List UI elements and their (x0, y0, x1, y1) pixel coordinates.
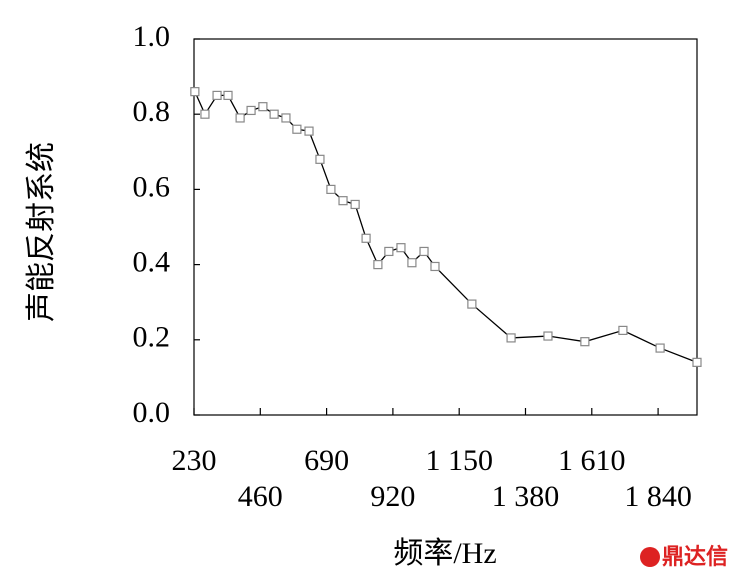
point-marker (281, 113, 291, 123)
x-tick-label: 1 610 (558, 444, 626, 477)
point-marker (384, 246, 394, 257)
series-line (194, 91, 698, 363)
point-marker (655, 343, 665, 353)
y-tick-label: 0.0 (133, 396, 171, 429)
point-marker (580, 337, 590, 347)
watermark-icon (640, 547, 660, 567)
y-tick-label: 0.2 (133, 321, 171, 354)
y-axis-title: 声能反射系统 (25, 142, 58, 322)
x-tick-label: 920 (370, 480, 415, 513)
point-marker (361, 233, 371, 243)
point-marker (246, 105, 256, 116)
point-marker (350, 199, 360, 210)
point-marker (419, 246, 429, 257)
point-marker (467, 299, 477, 309)
x-tick-label: 230 (172, 444, 217, 477)
y-tick-label: 0.4 (133, 245, 171, 278)
point-marker (430, 261, 440, 272)
point-marker (190, 87, 200, 97)
point-marker (407, 258, 417, 268)
point-marker (269, 109, 279, 119)
point-marker (315, 154, 325, 164)
point-marker (506, 333, 516, 343)
x-axis-title: 频率/Hz (393, 537, 496, 570)
point-marker (326, 184, 336, 194)
point-marker (338, 196, 348, 206)
y-tick-label: 0.8 (133, 95, 171, 128)
point-marker (235, 113, 245, 123)
y-tick-label: 1.0 (133, 20, 171, 53)
point-marker (304, 126, 314, 136)
point-marker (212, 90, 222, 101)
point-marker (223, 90, 233, 101)
point-marker (292, 124, 302, 134)
point-marker (200, 109, 210, 119)
x-tick-label: 1 840 (624, 480, 692, 513)
watermark: 鼎达信 (662, 544, 728, 570)
point-marker (543, 331, 553, 341)
plot-frame (193, 38, 698, 416)
y-tick-label: 0.6 (133, 170, 171, 203)
point-marker (373, 260, 383, 270)
point-marker (692, 357, 702, 367)
x-tick-label: 1 380 (492, 480, 560, 513)
point-marker (258, 102, 268, 112)
point-marker (396, 243, 406, 253)
x-tick-label: 460 (238, 480, 283, 513)
point-marker (618, 325, 628, 335)
x-tick-label: 1 150 (425, 444, 493, 477)
x-tick-label: 690 (304, 444, 349, 477)
